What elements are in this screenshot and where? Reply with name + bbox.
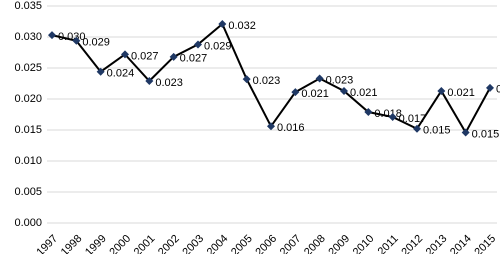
data-label: 0.021 <box>350 87 378 99</box>
point-marker <box>72 36 81 45</box>
point-marker <box>121 50 129 59</box>
x-tick-label: 2003 <box>180 233 206 254</box>
x-tick-label: 2004 <box>205 233 231 254</box>
x-tick-label: 2008 <box>302 233 328 254</box>
y-tick-label: 0.020 <box>14 93 42 105</box>
y-tick-label: 0.010 <box>14 155 42 167</box>
y-tick-label: 0.015 <box>14 124 42 136</box>
point-marker <box>48 31 56 40</box>
point-marker <box>486 83 494 92</box>
y-tick-label: 0.005 <box>14 186 42 198</box>
point-marker <box>388 112 397 121</box>
data-label: 0.017 <box>399 113 427 125</box>
x-tick-label: 2013 <box>424 233 450 254</box>
point-marker <box>242 75 251 84</box>
point-marker <box>437 86 446 95</box>
point-marker <box>169 52 178 61</box>
data-label: 0.024 <box>107 68 135 80</box>
data-label: 0.023 <box>155 77 183 89</box>
data-label: 0.016 <box>277 122 305 134</box>
data-label: 0.021 <box>447 87 475 99</box>
y-tick-label: 0.000 <box>14 217 42 229</box>
x-tick-label: 2012 <box>399 233 425 254</box>
x-tick-label: 1999 <box>83 233 109 254</box>
x-tick-label: 2000 <box>107 233 133 254</box>
y-tick-label: 0.035 <box>14 0 42 12</box>
x-tick-label: 1998 <box>59 233 85 254</box>
y-tick-label: 0.030 <box>14 31 42 43</box>
point-marker <box>413 124 421 133</box>
data-label: 0.021 <box>301 88 329 100</box>
data-label: 0.029 <box>204 40 232 52</box>
y-tick-label: 0.025 <box>14 62 42 74</box>
x-tick-label: 2007 <box>278 233 304 254</box>
point-marker <box>291 88 300 97</box>
point-marker <box>340 86 348 95</box>
data-label: 0.015 <box>423 125 451 137</box>
x-tick-label: 2010 <box>351 233 377 254</box>
point-marker <box>194 40 202 49</box>
x-tick-label: 2002 <box>156 233 182 254</box>
data-label: 0.023 <box>326 74 354 86</box>
x-tick-label: 2009 <box>326 233 352 254</box>
point-marker <box>96 67 105 76</box>
point-marker <box>145 77 154 86</box>
x-tick-label: 2005 <box>229 233 255 254</box>
point-marker <box>461 128 470 137</box>
x-tick-label: 2001 <box>132 233 158 254</box>
data-label: 0.027 <box>131 50 159 62</box>
point-marker <box>218 19 227 28</box>
x-tick-label: 2011 <box>376 233 401 254</box>
data-label: 0.032 <box>228 20 256 32</box>
data-label: 0.022 <box>496 84 500 96</box>
point-marker <box>364 108 373 117</box>
data-label: 0.023 <box>253 75 281 87</box>
data-label: 0.029 <box>82 37 110 49</box>
point-marker <box>315 74 324 83</box>
x-tick-label: 2006 <box>253 233 279 254</box>
x-tick-label: 2015 <box>472 233 498 254</box>
x-tick-label: 1997 <box>34 233 60 254</box>
point-marker <box>267 122 275 131</box>
data-label: 0.015 <box>472 128 500 140</box>
data-label: 0.027 <box>180 53 208 65</box>
x-tick-label: 2014 <box>448 233 474 254</box>
